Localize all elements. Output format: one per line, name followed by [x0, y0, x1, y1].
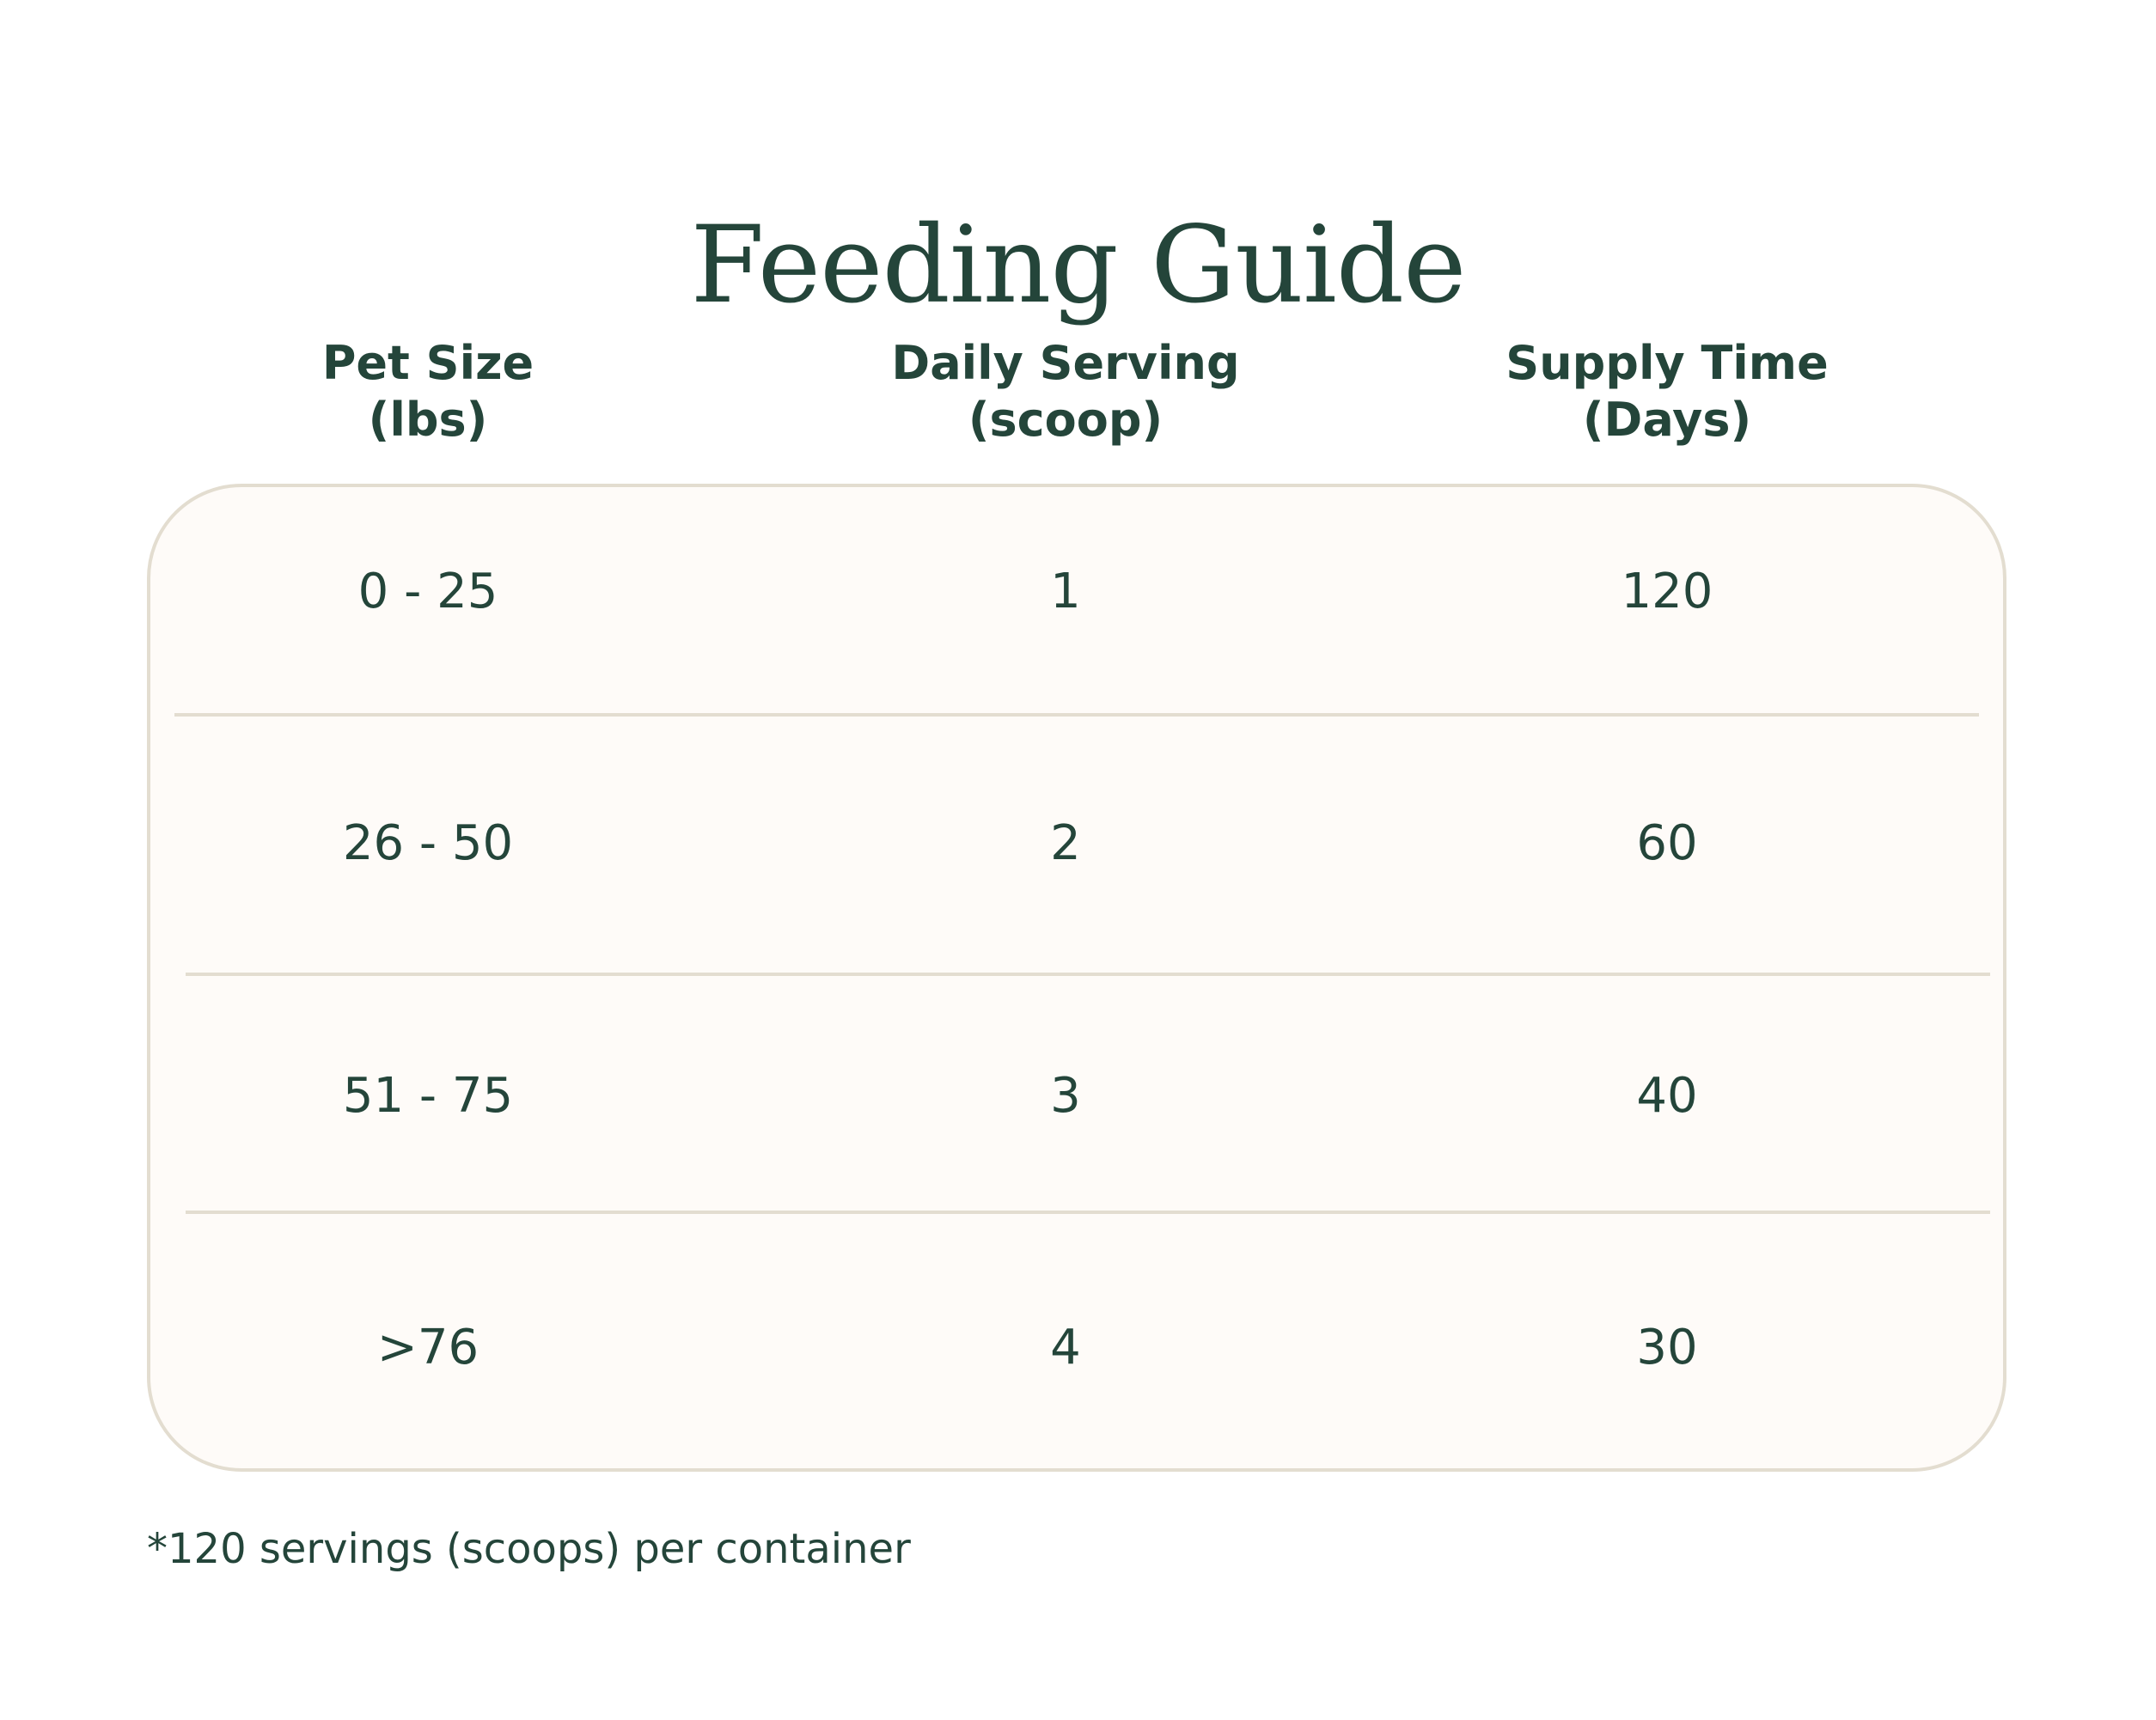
row-divider — [186, 1211, 1990, 1214]
table-cell-daily-serving: 1 — [1050, 564, 1081, 619]
table-cell-pet-size: 51 - 75 — [342, 1068, 514, 1124]
table-cell-supply-time: 60 — [1636, 815, 1698, 871]
column-header-unit: (lbs) — [368, 393, 488, 447]
footnote: *120 servings (scoops) per container — [147, 1525, 911, 1573]
page-title: Feeding Guide — [690, 204, 1466, 328]
table-cell-daily-serving: 3 — [1050, 1068, 1081, 1124]
table-cell-pet-size: 26 - 50 — [342, 815, 514, 871]
column-header-unit: (Days) — [1582, 393, 1752, 447]
column-header-label: Supply Time — [1506, 336, 1829, 390]
table-cell-daily-serving: 2 — [1050, 815, 1081, 871]
column-header-pet-size: Pet Size (lbs) — [127, 335, 729, 448]
column-header-daily-serving: Daily Serving (scoop) — [765, 335, 1366, 448]
table-cell-pet-size: 0 - 25 — [357, 564, 498, 619]
table-cell-pet-size: >76 — [376, 1320, 479, 1375]
column-header-supply-time: Supply Time (Days) — [1366, 335, 1968, 448]
table-cell-supply-time: 40 — [1636, 1068, 1698, 1124]
column-header-unit: (scoop) — [968, 393, 1164, 447]
table-cell-supply-time: 30 — [1636, 1320, 1698, 1375]
table-cell-daily-serving: 4 — [1050, 1320, 1081, 1375]
column-header-label: Pet Size — [321, 336, 534, 390]
column-header-label: Daily Serving — [891, 336, 1240, 390]
row-divider — [174, 713, 1979, 717]
row-divider — [186, 973, 1990, 976]
table-cell-supply-time: 120 — [1621, 564, 1713, 619]
feeding-table-card — [147, 484, 2006, 1472]
